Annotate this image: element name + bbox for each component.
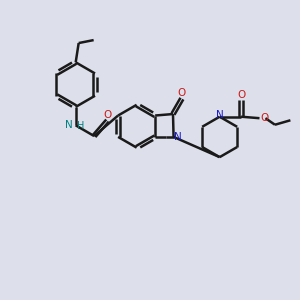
Text: N: N — [174, 132, 182, 142]
Text: H: H — [77, 121, 85, 131]
Text: N: N — [216, 110, 224, 120]
Text: O: O — [260, 113, 269, 123]
Text: O: O — [237, 90, 245, 100]
Text: N: N — [65, 120, 73, 130]
Text: O: O — [103, 110, 112, 120]
Text: O: O — [178, 88, 186, 98]
